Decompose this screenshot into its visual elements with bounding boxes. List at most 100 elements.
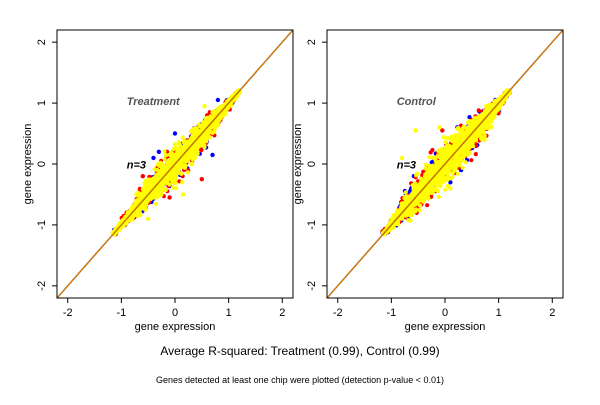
data-point bbox=[437, 161, 441, 165]
data-point bbox=[160, 163, 164, 167]
data-point bbox=[147, 183, 151, 187]
data-point bbox=[213, 127, 217, 131]
data-point bbox=[173, 142, 177, 146]
data-point bbox=[167, 195, 171, 199]
data-point bbox=[403, 196, 407, 200]
data-point bbox=[170, 171, 174, 175]
x-axis-label: gene expression bbox=[135, 321, 216, 333]
data-point bbox=[419, 177, 423, 181]
data-point bbox=[477, 108, 481, 112]
data-point bbox=[452, 169, 456, 173]
data-point bbox=[137, 198, 141, 202]
data-point bbox=[171, 186, 175, 190]
identity-line-overlay bbox=[57, 30, 293, 298]
data-point bbox=[161, 188, 165, 192]
data-point bbox=[456, 172, 460, 176]
x-tick-label: 1 bbox=[226, 307, 232, 319]
data-point bbox=[210, 153, 214, 157]
data-point bbox=[447, 145, 451, 149]
data-point bbox=[155, 195, 159, 199]
data-point bbox=[208, 135, 212, 139]
data-point bbox=[443, 188, 447, 192]
data-point bbox=[457, 163, 461, 167]
panel-label: Treatment bbox=[127, 96, 181, 108]
identity-line-group bbox=[57, 30, 293, 298]
data-point bbox=[427, 164, 431, 168]
data-point bbox=[147, 177, 151, 181]
data-point bbox=[186, 170, 190, 174]
y-tick-label: 2 bbox=[36, 39, 48, 45]
data-point bbox=[170, 159, 174, 163]
x-tick-label: -1 bbox=[116, 307, 126, 319]
data-point bbox=[217, 106, 221, 110]
data-point bbox=[149, 197, 153, 201]
data-point bbox=[442, 135, 446, 139]
data-point bbox=[200, 177, 204, 181]
data-point bbox=[425, 203, 429, 207]
data-point bbox=[469, 158, 473, 162]
data-point bbox=[426, 194, 430, 198]
data-point bbox=[404, 190, 408, 194]
y-axis-label: gene expression bbox=[22, 124, 34, 205]
data-point bbox=[193, 149, 197, 153]
data-point bbox=[151, 156, 155, 160]
data-point bbox=[216, 98, 220, 102]
data-point bbox=[141, 174, 145, 178]
y-tick-label: -2 bbox=[36, 281, 48, 291]
data-point bbox=[454, 162, 458, 166]
data-point bbox=[188, 150, 192, 154]
data-point bbox=[424, 167, 428, 171]
data-point bbox=[192, 132, 196, 136]
data-point bbox=[201, 124, 205, 128]
data-point bbox=[176, 168, 180, 172]
data-point bbox=[174, 181, 178, 185]
data-point bbox=[159, 170, 163, 174]
data-point bbox=[164, 153, 168, 157]
data-point bbox=[427, 155, 431, 159]
y-tick-label: 0 bbox=[36, 161, 48, 167]
data-point bbox=[417, 208, 421, 212]
data-point bbox=[437, 195, 441, 199]
data-point bbox=[214, 109, 218, 113]
data-point bbox=[464, 160, 468, 164]
data-point bbox=[179, 172, 183, 176]
data-point bbox=[164, 181, 168, 185]
data-point bbox=[451, 144, 455, 148]
data-point bbox=[170, 151, 174, 155]
data-point bbox=[217, 119, 221, 123]
data-point bbox=[468, 122, 472, 126]
data-point bbox=[154, 202, 158, 206]
data-point bbox=[414, 173, 418, 177]
data-point bbox=[180, 180, 184, 184]
data-point bbox=[462, 155, 466, 159]
y-tick-label: -1 bbox=[36, 220, 48, 230]
data-point bbox=[183, 157, 187, 161]
data-point bbox=[189, 162, 193, 166]
data-point bbox=[146, 217, 150, 221]
data-point bbox=[485, 104, 489, 108]
data-point bbox=[182, 164, 186, 168]
data-point bbox=[183, 139, 187, 143]
x-tick-label: -2 bbox=[63, 307, 73, 319]
data-point bbox=[181, 192, 185, 196]
data-point bbox=[468, 151, 472, 155]
data-point bbox=[177, 147, 181, 151]
data-point bbox=[181, 135, 185, 139]
data-point bbox=[430, 148, 434, 152]
x-tick-label: 0 bbox=[172, 307, 178, 319]
data-point bbox=[202, 104, 206, 108]
data-point bbox=[167, 165, 171, 169]
x-tick-label: 2 bbox=[279, 307, 285, 319]
data-point bbox=[190, 156, 194, 160]
data-point bbox=[474, 152, 478, 156]
sample-count-label: n=3 bbox=[127, 159, 146, 171]
data-point bbox=[138, 207, 142, 211]
data-point bbox=[173, 131, 177, 135]
data-point bbox=[462, 125, 466, 129]
data-point bbox=[140, 194, 144, 198]
data-point bbox=[177, 140, 181, 144]
data-point bbox=[406, 218, 410, 222]
